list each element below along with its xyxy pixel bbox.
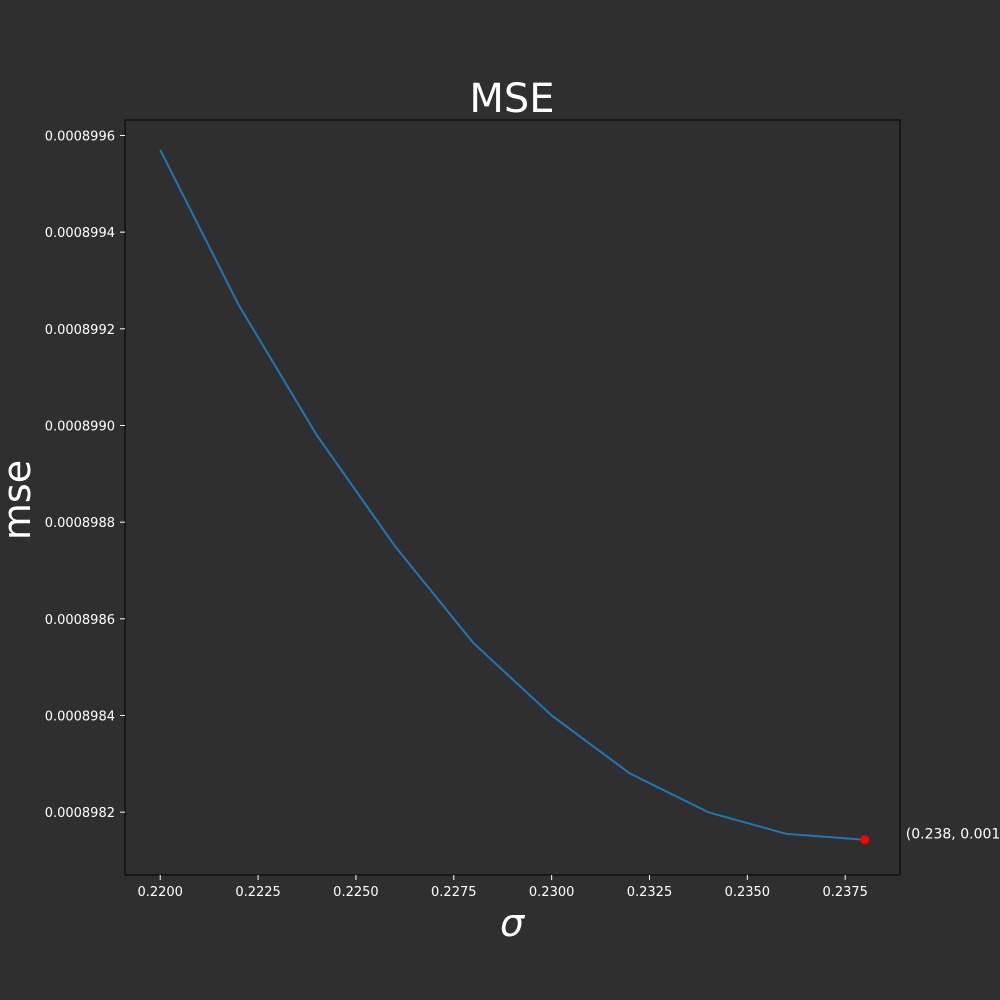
x-tick-label: 0.2325 <box>627 885 673 900</box>
y-tick-label: 0.0008994 <box>45 226 115 241</box>
minimum-point-marker <box>860 835 870 845</box>
x-axis-label: σ <box>500 901 526 945</box>
y-tick-label: 0.0008984 <box>45 709 115 724</box>
x-tick-label: 0.2275 <box>431 885 477 900</box>
y-tick-label: 0.0008986 <box>45 613 115 628</box>
chart-title: MSE <box>469 76 554 122</box>
plot-area <box>124 119 901 876</box>
minimum-point-annotation: (0.238, 0.001 <box>906 827 1000 843</box>
x-tick-label: 0.2200 <box>137 885 183 900</box>
y-tick-label: 0.0008988 <box>45 516 115 531</box>
y-tick-label: 0.0008992 <box>45 323 115 338</box>
x-axis-ticks: 0.2200 0.2225 0.2250 0.2275 0.2300 0.2325 0.23… <box>137 875 868 900</box>
mse-series-line <box>159 149 865 841</box>
x-tick-label: 0.2350 <box>725 885 771 900</box>
y-axis-label: mse <box>0 460 39 540</box>
y-axis-ticks: 0.0008982 0.0008984 0.0008986 0.0008988 0.00… <box>45 129 125 821</box>
x-tick-label: 0.2300 <box>529 885 575 900</box>
x-tick-label: 0.2225 <box>235 885 281 900</box>
x-tick-label: 0.2375 <box>822 885 868 900</box>
x-tick-label: 0.2250 <box>333 885 379 900</box>
y-tick-label: 0.0008982 <box>45 806 115 821</box>
y-tick-label: 0.0008996 <box>45 129 115 144</box>
y-tick-label: 0.0008990 <box>45 419 115 434</box>
